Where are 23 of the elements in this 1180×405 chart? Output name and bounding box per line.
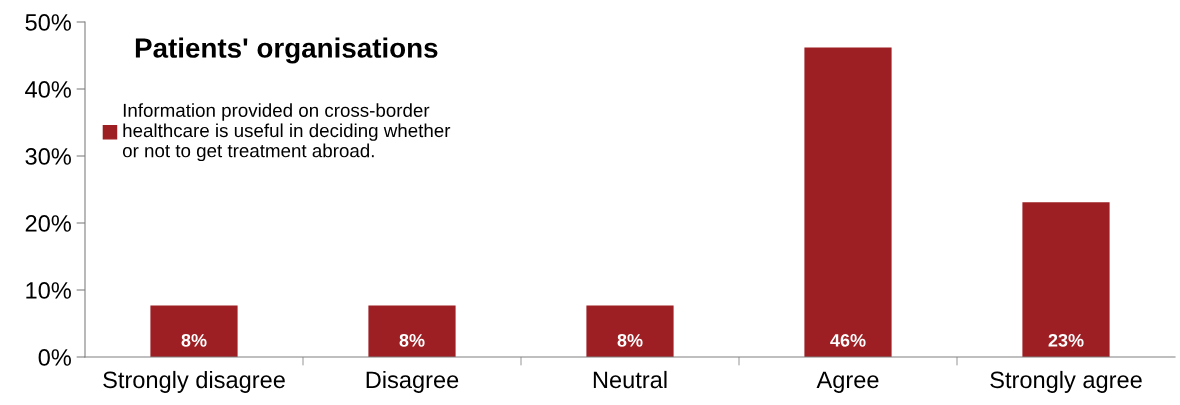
data-label: 8% xyxy=(181,333,207,347)
data-label: 8% xyxy=(617,333,643,347)
y-tick-label: 0% xyxy=(38,349,71,366)
x-tick-label: Agree xyxy=(816,371,879,393)
y-tick-label: 40% xyxy=(25,81,71,98)
bar xyxy=(1022,202,1110,357)
x-tick-label: Disagree xyxy=(366,370,459,393)
data-label: 8% xyxy=(399,333,425,347)
legend-label: Information provided on cross-border healthcare is useful in deciding whether or not to get treatment abroad. xyxy=(122,103,451,162)
data-label: 46% xyxy=(830,333,866,347)
bar xyxy=(586,305,674,357)
x-tick-label: Neutral xyxy=(593,370,667,389)
text: Patients' organisations xyxy=(135,37,438,64)
x-tick-label: Strongly agree xyxy=(990,370,1142,393)
x-tick-label: Strongly disagree xyxy=(103,370,285,393)
bar xyxy=(804,47,892,357)
data-label: 23% xyxy=(1048,333,1084,347)
y-tick-label: 30% xyxy=(25,148,71,165)
bar xyxy=(150,305,238,357)
bar xyxy=(368,305,456,357)
y-tick-label: 20% xyxy=(25,215,71,232)
y-tick-label: 50% xyxy=(25,14,71,31)
y-tick-label: 10% xyxy=(26,282,71,299)
